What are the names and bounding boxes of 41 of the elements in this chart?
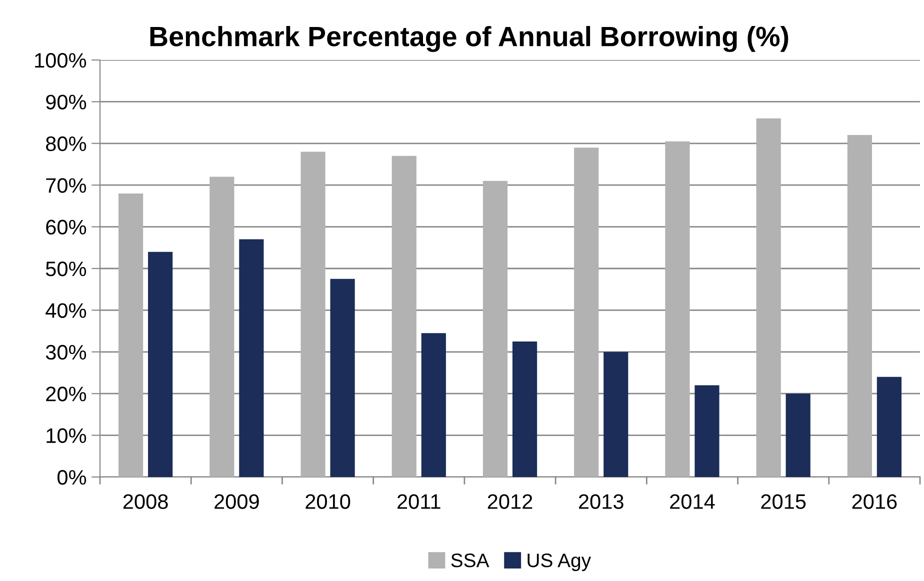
x-tick-label: 2009	[214, 494, 259, 509]
y-tick-label: 30%	[46, 344, 86, 360]
y-tick-label: 60%	[46, 220, 86, 235]
bar	[239, 239, 264, 477]
x-tick-label: 2016	[852, 494, 897, 509]
bar	[847, 135, 872, 477]
x-tick-label: 2015	[761, 494, 806, 509]
bar	[118, 193, 144, 477]
y-tick-label: 80%	[46, 136, 86, 152]
x-tick-label: 2008	[123, 494, 168, 509]
bar	[786, 394, 810, 477]
bar	[148, 252, 173, 477]
bar	[512, 341, 538, 477]
y-tick-label: 90%	[46, 94, 86, 110]
bar	[421, 333, 446, 477]
x-tick-label: 2013	[578, 494, 624, 509]
bar	[604, 352, 628, 477]
legend-label: SSA	[451, 553, 490, 568]
bar	[756, 118, 781, 477]
bar	[665, 141, 690, 477]
x-tick-label: 2010	[306, 494, 350, 509]
bar	[300, 152, 326, 477]
x-tick-label: 2014	[670, 494, 715, 509]
bar	[876, 376, 902, 477]
bar	[694, 385, 720, 477]
bar	[210, 176, 234, 477]
bar	[330, 278, 355, 477]
y-tick-label: 70%	[46, 178, 86, 193]
y-tick-label: 100%	[35, 53, 86, 68]
x-tick-label: 2011	[398, 494, 440, 509]
bar	[392, 156, 416, 477]
x-tick-label: 2012	[488, 494, 532, 509]
bar	[574, 148, 599, 477]
y-tick-label: 10%	[46, 428, 86, 444]
chart-title: Benchmark Percentage of Annual Borrowing (%)	[150, 26, 788, 52]
y-tick-label: 50%	[46, 262, 86, 276]
bar	[482, 180, 508, 477]
y-tick-label: 40%	[46, 303, 86, 318]
legend-label: US Agy	[528, 553, 592, 572]
y-tick-label: 20%	[46, 386, 86, 402]
y-tick-label: 0%	[58, 470, 86, 485]
